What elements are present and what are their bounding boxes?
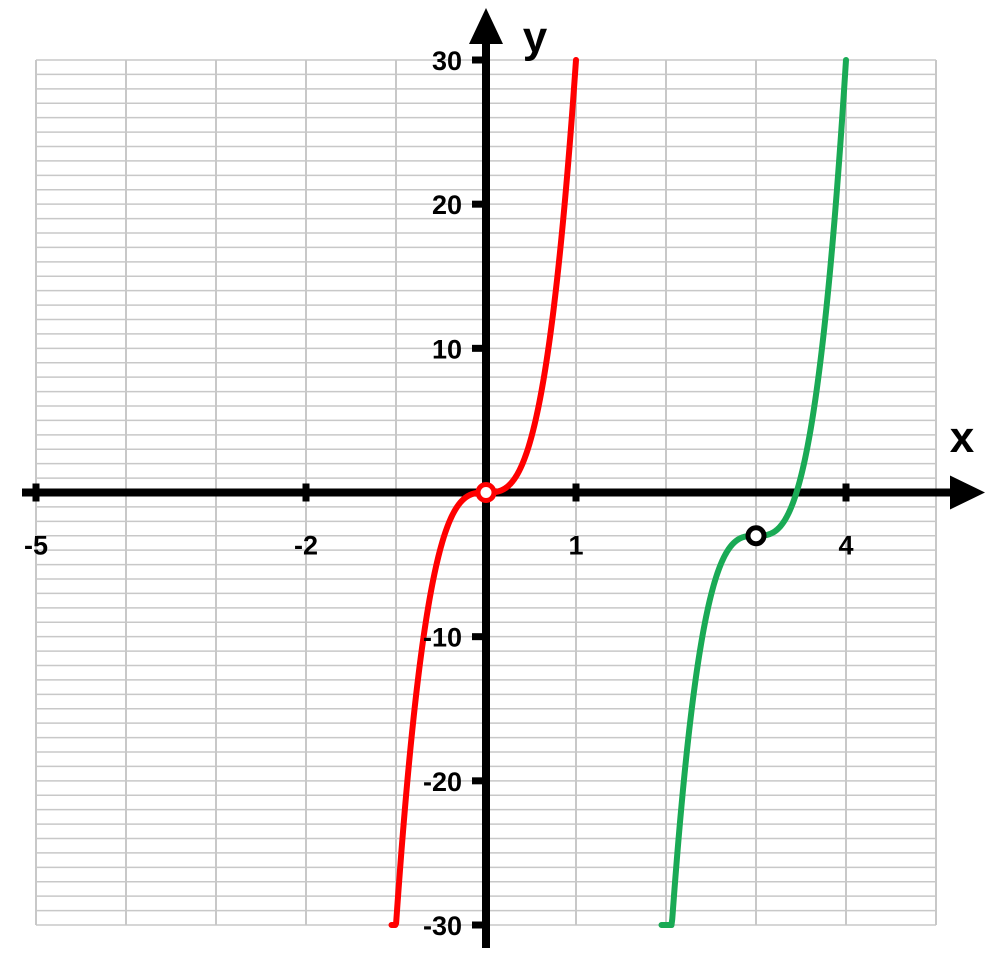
curves	[388, 57, 849, 928]
y-tick-label: 30	[432, 46, 462, 76]
x-tick-label: 1	[568, 531, 583, 561]
series-0-point	[475, 482, 497, 503]
y-tick-label: -10	[423, 623, 462, 653]
series-1-point	[745, 525, 767, 547]
x-axis-label: x	[950, 413, 975, 462]
x-axis-arrow-icon	[950, 475, 985, 510]
tick-labels: -5 -2 1 4 30 20 10 -10 -20 -30	[24, 46, 854, 941]
x-tick-label: -5	[24, 531, 48, 561]
y-tick-label: 10	[432, 334, 462, 364]
y-tick-label: -20	[423, 767, 462, 797]
y-tick-label: -30	[423, 911, 462, 941]
x-tick-label: 4	[838, 531, 853, 561]
x-tick-label: -2	[294, 531, 318, 561]
y-axis-label: y	[523, 13, 548, 62]
y-tick-label: 20	[432, 190, 462, 220]
y-axis-arrow-icon	[469, 8, 503, 44]
